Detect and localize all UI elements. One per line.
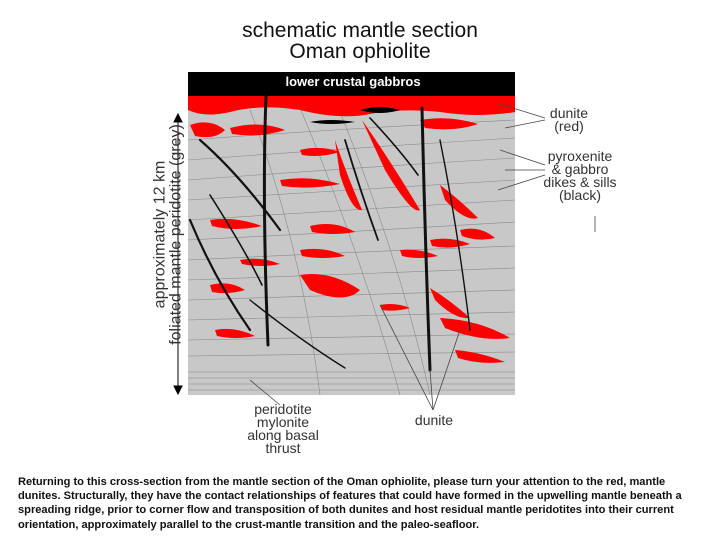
dunite-band <box>188 96 515 117</box>
basal-thrust-label-line-1: peridotite <box>254 401 312 417</box>
dunite-label-line-2: (red) <box>554 118 584 134</box>
dikes-label-line-1: pyroxenite <box>547 148 613 164</box>
dunite-label-line-1: dunite <box>549 105 589 121</box>
basal-thrust-label-line-4: thrust <box>265 440 301 456</box>
lower-crustal-gabbros-band <box>188 72 515 100</box>
leader-lines <box>249 103 596 411</box>
dikes-label-line-3: dikes & sills <box>543 174 617 190</box>
dikes-label-line-4: (black) <box>558 187 601 203</box>
dike-lens-2 <box>310 120 355 124</box>
side-label-line-1: approximately 12 km <box>151 160 169 309</box>
title-line-1: schematic mantle section <box>242 19 478 42</box>
bottom-dunite-label: dunite <box>414 412 454 428</box>
dikes-label: pyroxenite & gabbro dikes & sills (black… <box>532 148 628 203</box>
basal-thrust-label-line-3: along basal <box>247 427 319 443</box>
basal-thrust-label: peridotite mylonite along basal thrust <box>240 401 326 456</box>
pyroxenite-dikes <box>188 94 471 372</box>
basal-thrust-label-line-2: mylonite <box>256 414 310 430</box>
scale-arrow <box>173 112 183 396</box>
side-label-line-2: foliated mantle peridotite (grey) <box>167 124 185 345</box>
caption: Returning to this cross-section from the… <box>18 476 682 531</box>
dike-lens <box>360 107 400 113</box>
dikes-label-line-2: & gabbro <box>551 161 609 177</box>
title-line-2: Oman ophiolite <box>289 40 431 63</box>
mantle-section-diagram <box>173 72 596 411</box>
dunite-label: dunite (red) <box>540 105 598 134</box>
crust-band-label: lower crustal gabbros <box>285 74 421 89</box>
dunite-lenses <box>190 118 510 363</box>
